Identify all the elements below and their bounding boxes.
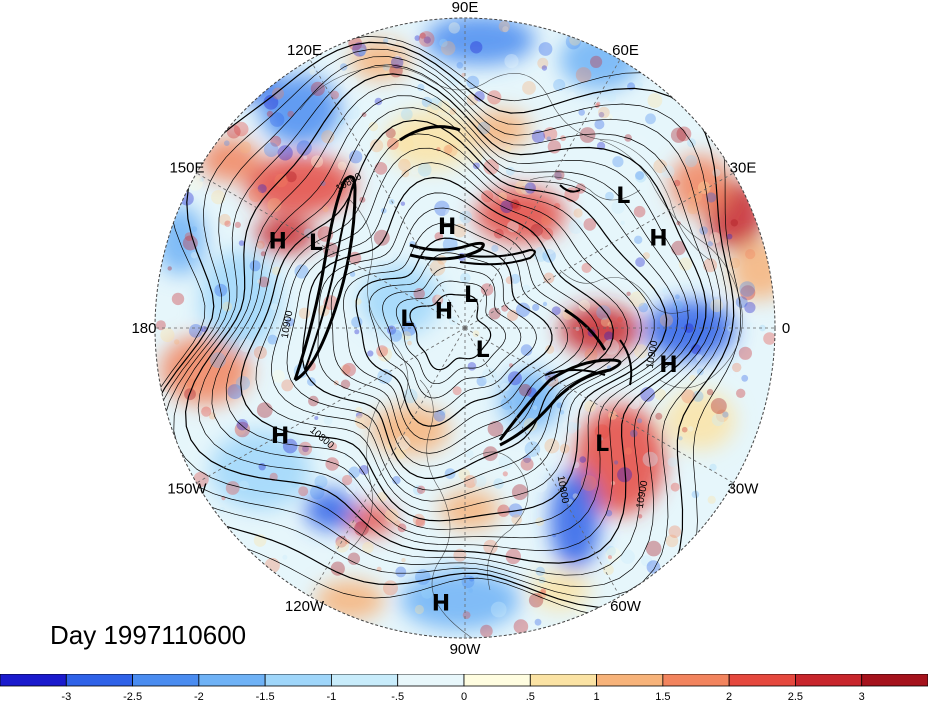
contour-value-label: 10900 xyxy=(645,339,661,369)
anomaly-field xyxy=(155,18,775,638)
low-center-label: L xyxy=(616,184,630,209)
colorbar-tick-label: 1 xyxy=(594,691,600,702)
colorbar-box xyxy=(795,674,863,687)
low-center-label: L xyxy=(309,231,323,256)
longitude-labels: 90E 60E 30E 0 30W 60W 90W 120W 150W 180 150E 120E xyxy=(131,0,790,658)
longitude-label: 150E xyxy=(169,159,204,176)
colorbar-tick-label: -1.5 xyxy=(256,691,275,702)
colorbar-tick-label: -3 xyxy=(61,691,71,702)
longitude-label: 30E xyxy=(730,159,757,176)
meridian-grid xyxy=(155,18,775,638)
high-center-label: H xyxy=(271,424,289,449)
high-center-label: H xyxy=(268,230,286,255)
contour-value-label: 10800 xyxy=(555,475,571,505)
longitude-label: 90W xyxy=(450,641,482,658)
date-title: Day 1997110600 xyxy=(50,620,247,650)
longitude-label: 60W xyxy=(610,598,642,615)
low-center-label: L xyxy=(595,432,609,457)
colorbar-box xyxy=(728,674,796,687)
high-center-label: H xyxy=(435,299,453,324)
contour-value-label: 10900 xyxy=(635,479,651,509)
colorbar-boxes xyxy=(0,674,928,687)
colorbar-box xyxy=(662,674,730,687)
high-center-label: H xyxy=(438,215,456,240)
colorbar: -3 -2.5 -2 -1.5 -1 -.5 0 .5 1 1.5 2 2.5 3 xyxy=(0,674,928,702)
longitude-label: 150W xyxy=(167,481,207,498)
colorbar-tick-label: -2 xyxy=(194,691,204,702)
low-center-label: L xyxy=(464,283,478,308)
colorbar-tick-label: 2 xyxy=(726,691,732,702)
high-center-label: H xyxy=(659,353,677,378)
longitude-label: 30W xyxy=(728,481,760,498)
colorbar-tick-label: 0 xyxy=(461,691,467,702)
colorbar-box xyxy=(132,674,200,687)
colorbar-box xyxy=(331,674,399,687)
colorbar-tick-label: 1.5 xyxy=(655,691,670,702)
jet-stream-contours xyxy=(293,125,633,447)
low-center-label: L xyxy=(476,338,490,363)
colorbar-box xyxy=(0,674,67,687)
colorbar-tick-label: 2.5 xyxy=(788,691,803,702)
longitude-label: 120E xyxy=(287,42,322,59)
colorbar-box xyxy=(861,674,928,687)
colorbar-box xyxy=(397,674,465,687)
colorbar-box xyxy=(65,674,133,687)
colorbar-tick-label: 3 xyxy=(859,691,865,702)
high-center-label: H xyxy=(432,592,450,617)
longitude-label: 0 xyxy=(782,320,790,337)
colorbar-box xyxy=(529,674,597,687)
colorbar-box xyxy=(596,674,664,687)
longitude-label: 90E xyxy=(452,0,479,16)
longitude-label: 60E xyxy=(612,42,639,59)
high-center-label: H xyxy=(649,227,667,252)
map-boundary xyxy=(154,17,776,639)
colorbar-box xyxy=(463,674,531,687)
colorbar-box xyxy=(198,674,266,687)
colorbar-tick-label: -1 xyxy=(327,691,337,702)
colorbar-tick-label: -.5 xyxy=(391,691,404,702)
height-contours xyxy=(155,36,742,617)
longitude-label: 180 xyxy=(131,320,156,337)
contour-value-label: 10900 xyxy=(280,309,296,339)
colorbar-tick-label: -2.5 xyxy=(123,691,142,702)
colorbar-box xyxy=(264,674,332,687)
longitude-label: 120W xyxy=(285,598,325,615)
colorbar-tick-label: .5 xyxy=(526,691,535,702)
low-center-label: L xyxy=(400,307,414,332)
colorbar-tick-labels: -3 -2.5 -2 -1.5 -1 -.5 0 .5 1 1.5 2 2.5 3 xyxy=(61,691,864,702)
